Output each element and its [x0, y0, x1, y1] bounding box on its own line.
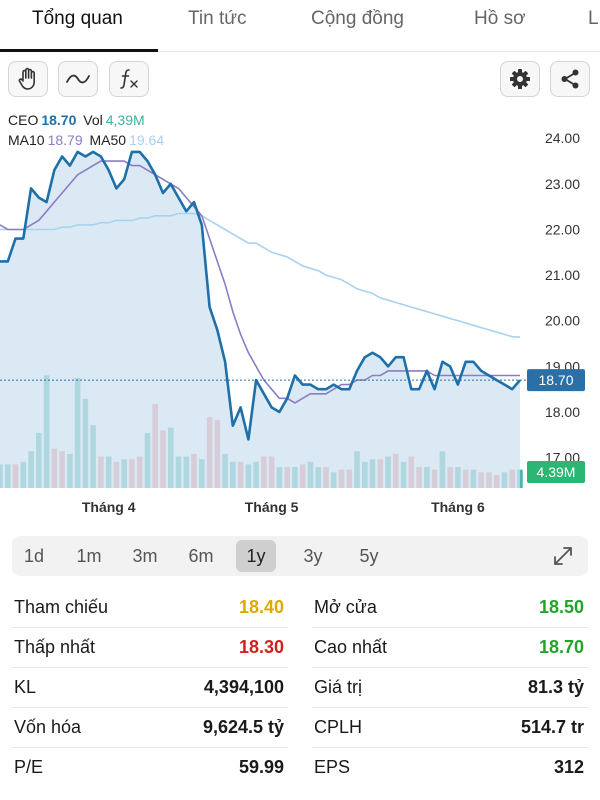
- stat-high: Cao nhất 18.70: [312, 628, 588, 668]
- top-nav: Tổng quan Tin tức Cộng đồng Hồ sơ L: [0, 0, 600, 52]
- stat-value: 81.3 tỷ: [527, 677, 584, 697]
- x-tick-label: Tháng 6: [431, 499, 485, 515]
- legend-vol: 4,39M: [105, 112, 145, 128]
- stat-label: Mở cửa: [314, 597, 377, 617]
- stat-value: 312: [553, 757, 584, 777]
- period-selector: 1d 1m 3m 6m 1y 3y 5y: [12, 536, 588, 576]
- y-tick-label: 21.00: [545, 267, 580, 283]
- hand-tool-button[interactable]: [8, 61, 48, 97]
- stat-label: P/E: [14, 757, 44, 777]
- stat-value: 18.40: [238, 597, 284, 617]
- share-icon: [561, 69, 579, 89]
- price-line: [0, 150, 521, 441]
- line-style-icon: [66, 74, 90, 84]
- legend-price-row: CEO 18.70 Vol 4,39M: [8, 112, 148, 128]
- period-1m[interactable]: 1m: [76, 546, 102, 566]
- period-6m[interactable]: 6m: [188, 546, 214, 566]
- legend-ma-row: MA10 18.79 MA50 19.64: [8, 132, 167, 148]
- stat-label: Vốn hóa: [14, 717, 82, 737]
- y-tick-label: 20.00: [545, 313, 580, 329]
- x-tick-label: Tháng 4: [82, 499, 136, 515]
- period-1d[interactable]: 1d: [23, 546, 45, 566]
- legend-vol-label: Vol: [83, 112, 103, 128]
- legend-ticker: CEO: [8, 112, 39, 128]
- tab-overview[interactable]: Tổng quan: [32, 8, 123, 29]
- x-tick-label: Tháng 5: [245, 499, 299, 515]
- stat-label: KL: [14, 677, 37, 697]
- y-tick-label: 24.00: [545, 130, 580, 146]
- expand-icon: [554, 547, 572, 565]
- function-icon: [120, 69, 138, 89]
- stat-value: 18.50: [538, 597, 584, 617]
- legend-ma10-label: MA10: [8, 132, 45, 148]
- stat-value: 18.70: [538, 637, 584, 657]
- stat-label: Thấp nhất: [14, 637, 96, 657]
- hand-icon: [18, 67, 35, 90]
- price-badge-label: 18.70: [538, 372, 573, 388]
- stat-label: Tham chiếu: [14, 597, 109, 617]
- stat-label: CPLH: [314, 717, 363, 737]
- fullscreen-button[interactable]: [552, 545, 574, 572]
- stat-low: Thấp nhất 18.30: [12, 628, 288, 668]
- stat-reference: Tham chiếu 18.40: [12, 588, 288, 628]
- volume-badge-label: 4.39M: [537, 464, 576, 480]
- ma50-line: [0, 212, 521, 338]
- active-tab-indicator: [0, 49, 158, 52]
- y-tick-label: 18.00: [545, 404, 580, 420]
- stat-label: Cao nhất: [314, 637, 388, 657]
- price-area: [0, 151, 520, 488]
- gear-icon: [510, 69, 530, 89]
- price-chart-canvas[interactable]: 24.0023.0022.0021.0020.0019.0018.0017.00…: [0, 105, 600, 525]
- stat-value: 4,394,100: [203, 677, 284, 697]
- stat-value: 9,624.5 tỷ: [202, 717, 284, 737]
- line-style-button[interactable]: [58, 61, 98, 97]
- price-chart[interactable]: 24.00 23.00 22.00 21.00 20.00 19.00 18.00 17.00…: [0, 105, 600, 525]
- legend-ma50-label: MA50: [89, 132, 127, 148]
- stat-label: EPS: [314, 757, 351, 777]
- y-tick-label: 22.00: [545, 222, 580, 238]
- price-badge: [527, 369, 585, 392]
- tab-news[interactable]: Tin tức: [188, 8, 247, 29]
- stat-eps: EPS 312: [312, 748, 588, 788]
- ma10-line: [0, 160, 520, 404]
- tab-more[interactable]: L: [588, 8, 599, 29]
- tab-community[interactable]: Cộng đồng: [311, 8, 404, 29]
- stat-value-traded: Giá trị 81.3 tỷ: [312, 668, 588, 708]
- stat-value: 59.99: [238, 757, 284, 777]
- legend-ma50: 19.64: [129, 132, 165, 148]
- y-tick-label: 23.00: [545, 176, 580, 192]
- period-1y[interactable]: 1y: [236, 540, 276, 572]
- legend-ma10: 18.79: [47, 132, 83, 148]
- function-button[interactable]: [109, 61, 149, 97]
- stat-label: Giá trị: [314, 677, 363, 697]
- stat-value: 514.7 tr: [520, 717, 584, 737]
- stat-pe: P/E 59.99: [12, 748, 288, 788]
- period-5y[interactable]: 5y: [359, 546, 379, 566]
- stat-value: 18.30: [238, 637, 284, 657]
- share-button[interactable]: [550, 61, 590, 97]
- settings-button[interactable]: [500, 61, 540, 97]
- stat-market-cap: Vốn hóa 9,624.5 tỷ: [12, 708, 288, 748]
- volume-badge: [527, 461, 585, 483]
- legend-price: 18.70: [41, 112, 77, 128]
- tab-profile[interactable]: Hồ sơ: [474, 8, 526, 29]
- stat-shares-outstanding: CPLH 514.7 tr: [312, 708, 588, 748]
- stat-volume: KL 4,394,100: [12, 668, 288, 708]
- stat-open: Mở cửa 18.50: [312, 588, 588, 628]
- period-3m[interactable]: 3m: [132, 546, 158, 566]
- period-3y[interactable]: 3y: [303, 546, 323, 566]
